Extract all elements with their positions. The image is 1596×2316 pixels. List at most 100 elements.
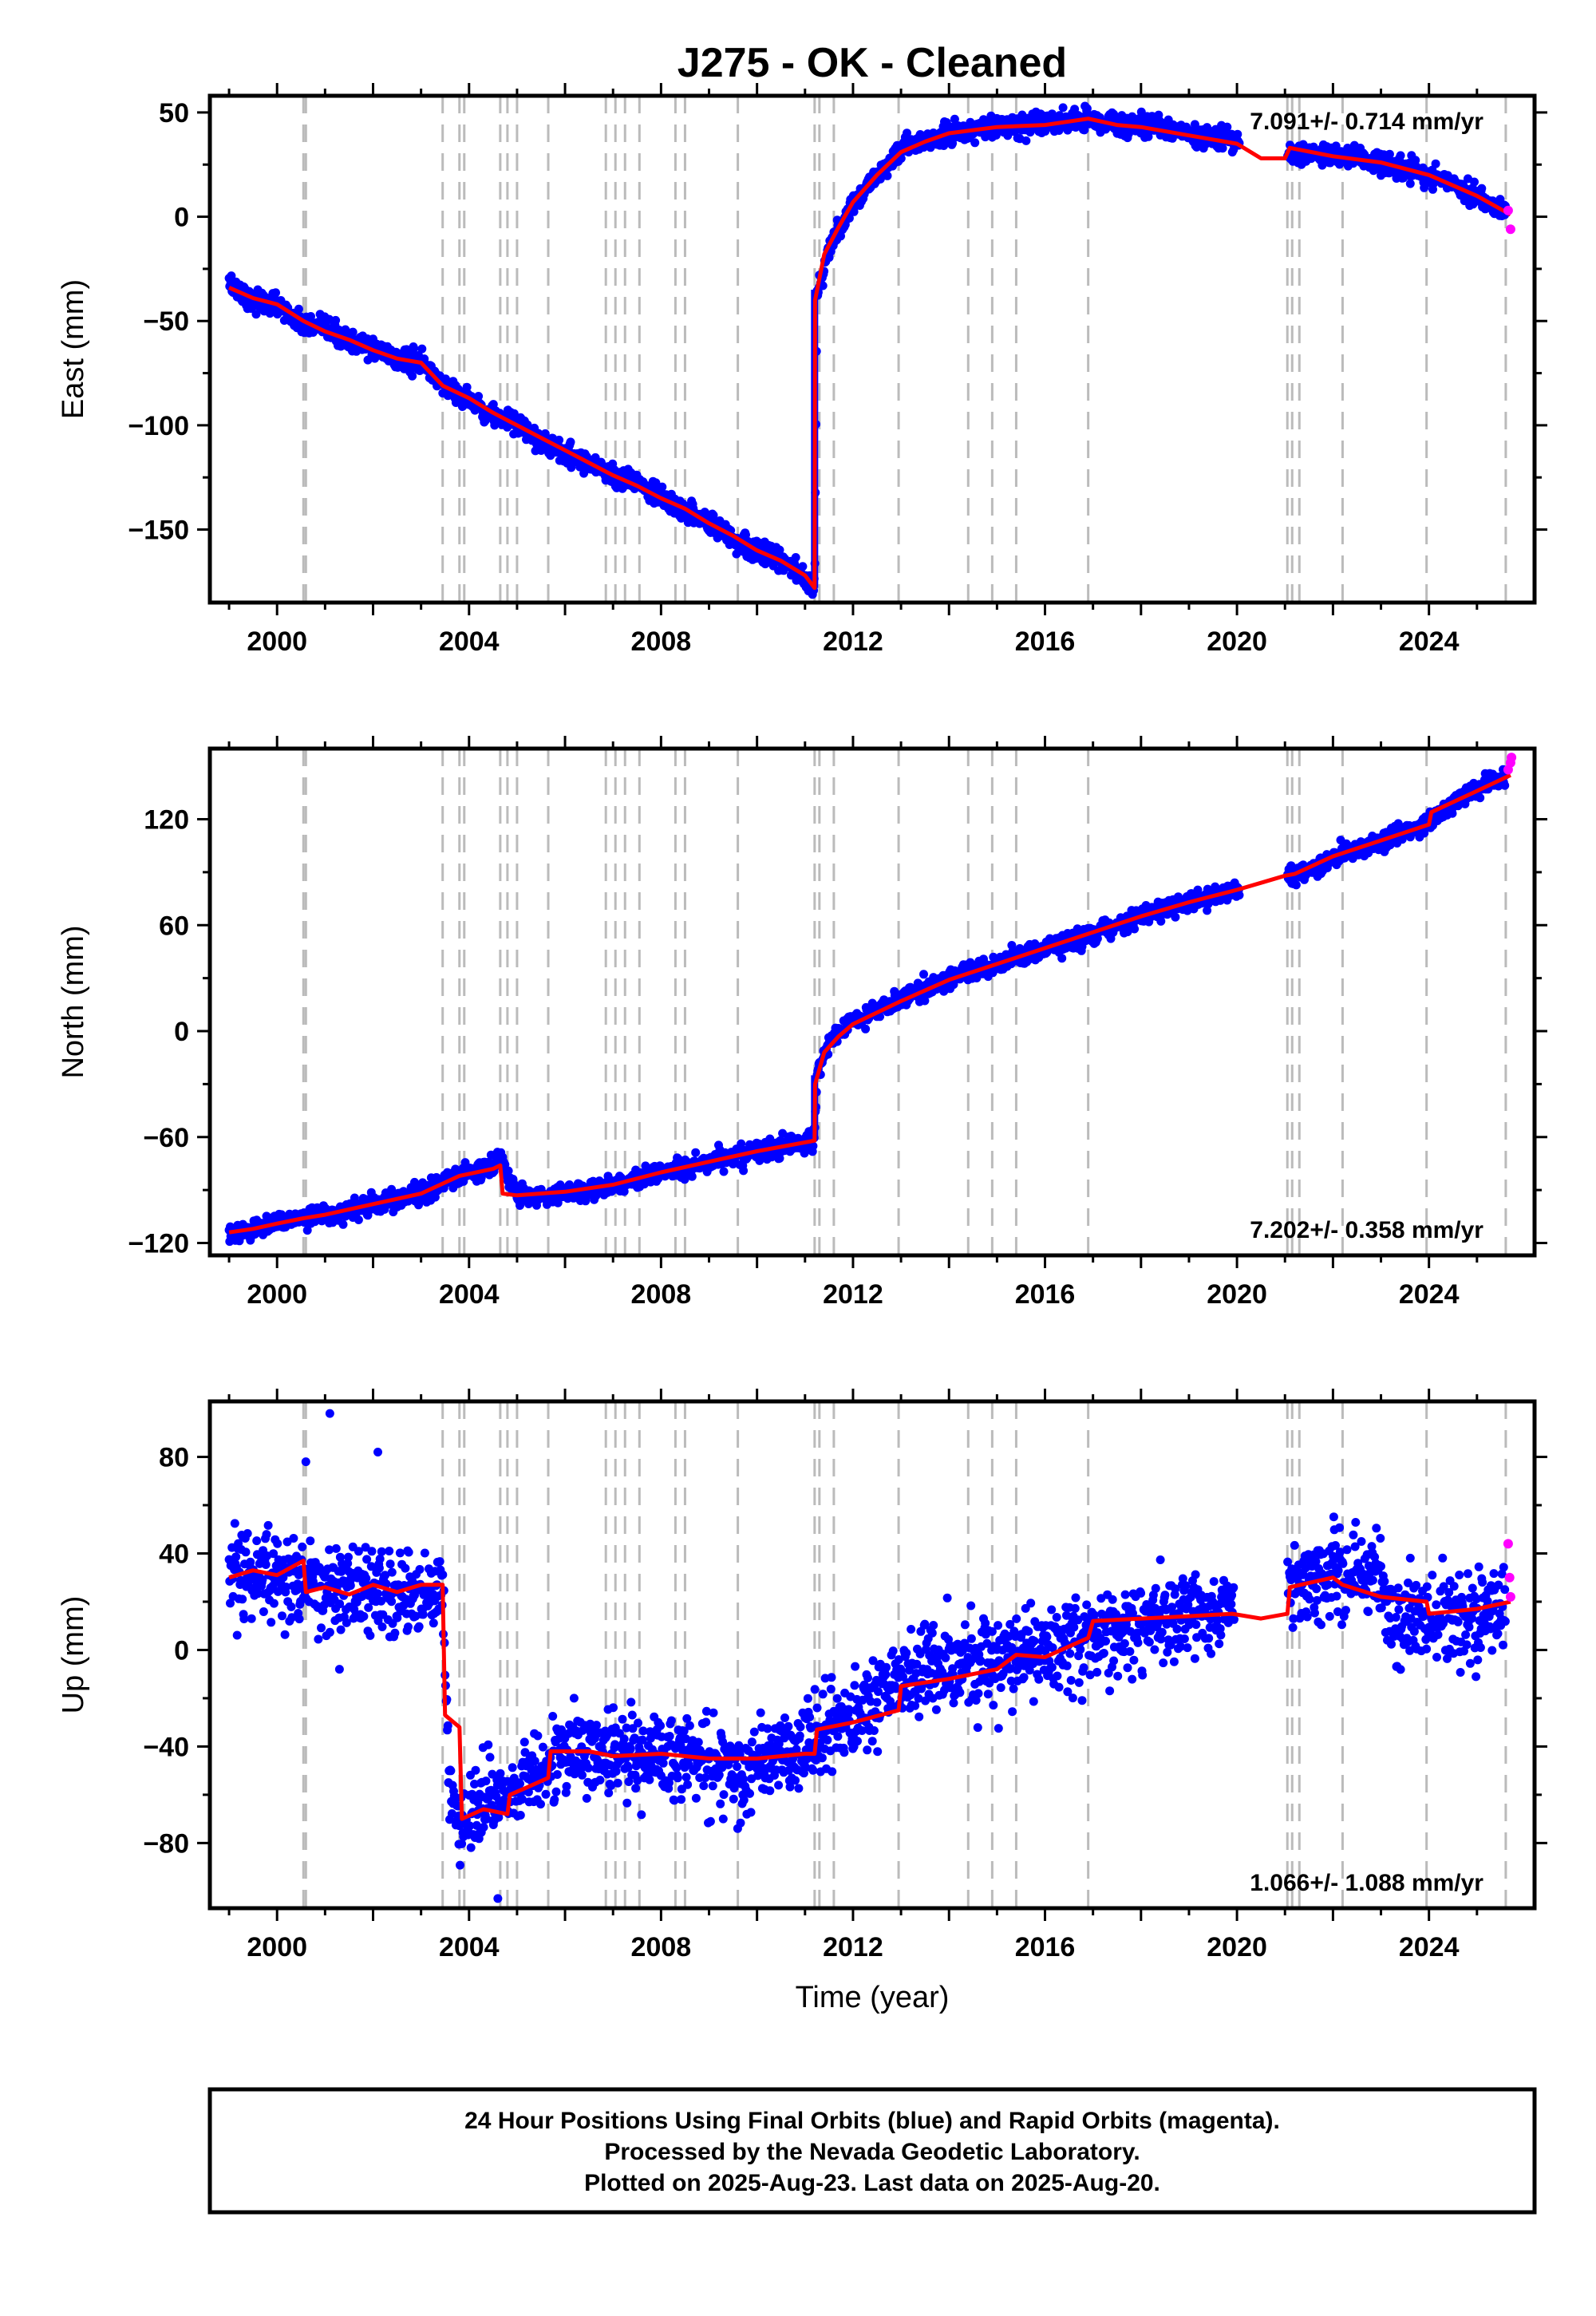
final-orbit-point (462, 382, 472, 392)
final-orbit-point (1233, 129, 1242, 139)
final-orbit-point (466, 1843, 476, 1852)
final-orbit-point (325, 1545, 334, 1555)
rapid-orbit-points (1503, 753, 1517, 775)
final-orbit-point (446, 1766, 456, 1776)
y-tick-label: 0 (174, 203, 189, 233)
final-orbit-point (566, 437, 575, 447)
final-orbit-point (278, 1611, 286, 1621)
final-orbit-point (273, 1539, 282, 1548)
final-orbit-point (361, 1574, 371, 1583)
final-orbit-point (472, 1820, 481, 1830)
final-orbit-point (387, 1184, 397, 1194)
final-orbit-point (438, 1570, 448, 1579)
final-orbit-point (354, 1547, 363, 1556)
final-orbit-point (1203, 906, 1212, 915)
final-orbit-point (375, 1554, 385, 1563)
final-orbit-point (364, 1603, 373, 1612)
final-orbit-point (232, 1630, 242, 1640)
final-orbit-point (687, 1172, 697, 1181)
final-orbit-point (473, 1797, 483, 1807)
final-orbit-point (390, 1628, 400, 1638)
final-orbit-point (504, 1166, 513, 1176)
panel-east: 2000 2004 2008 2012 2016 2020 2024500−50−100−1… (57, 83, 1547, 657)
final-orbit-point (325, 1627, 334, 1637)
plot-area (224, 749, 1517, 1255)
final-orbit-point (435, 1557, 444, 1567)
final-orbit-point (226, 1599, 235, 1608)
final-orbit-point (314, 1634, 323, 1644)
final-orbit-point (818, 281, 828, 290)
final-orbit-point (651, 478, 661, 488)
final-orbit-point (230, 1519, 239, 1528)
x-tick-label: 2024 (1399, 626, 1460, 657)
final-orbit-point (443, 1721, 452, 1730)
final-orbit-point (1500, 781, 1510, 790)
final-orbit-point (1058, 103, 1068, 113)
final-orbit-point (903, 128, 911, 138)
final-orbit-point (377, 1622, 387, 1631)
final-orbit-point (1223, 122, 1232, 132)
final-orbit-point (306, 1536, 315, 1546)
final-orbit-point (1431, 159, 1440, 168)
final-orbit-point (456, 1860, 464, 1870)
x-tick-label: 2000 (247, 626, 307, 657)
final-orbit-point (381, 1571, 390, 1580)
final-orbit-point (691, 1148, 701, 1157)
final-orbit-point (1123, 927, 1132, 937)
final-orbit-point (1411, 156, 1420, 165)
rapid-orbit-point (1505, 224, 1515, 235)
final-orbit-point (271, 288, 280, 298)
y-tick-label: 50 (159, 98, 189, 128)
final-orbit-point (1021, 136, 1031, 145)
final-orbit-point (474, 392, 484, 401)
final-orbit-point (267, 1618, 276, 1627)
final-orbit-point (377, 1596, 386, 1606)
rate-annotation: 7.091+/- 0.714 mm/yr (1250, 109, 1483, 135)
final-orbit-point (377, 1547, 386, 1556)
final-orbit-point (346, 1581, 355, 1591)
final-orbit-point (1477, 184, 1487, 193)
final-orbit-point (348, 327, 358, 337)
final-orbit-point (457, 1839, 467, 1848)
final-orbit-point (1420, 828, 1429, 838)
final-orbit-point (241, 1547, 251, 1557)
final-orbit-point (1396, 151, 1405, 160)
final-orbit-point (1385, 149, 1394, 159)
final-orbit-point (393, 1613, 402, 1622)
final-orbit-point (1420, 183, 1429, 192)
final-orbit-point (1235, 891, 1244, 900)
final-orbit-point (540, 429, 550, 438)
final-orbit-point (410, 1591, 419, 1600)
final-orbit-point (280, 1630, 290, 1639)
final-orbit-point (294, 1614, 304, 1624)
plot-frame (207, 746, 1537, 1258)
final-orbit-point (791, 553, 800, 562)
final-orbit-point (1193, 885, 1203, 895)
final-orbit-point (1080, 125, 1089, 135)
final-orbit-point (471, 1765, 480, 1775)
final-orbit-point (1171, 912, 1180, 922)
final-orbit-point (1317, 160, 1327, 170)
final-orbit-point (359, 1611, 369, 1621)
final-orbit-point (366, 1562, 376, 1571)
final-orbit-point (1291, 880, 1301, 890)
plot-area (224, 96, 1515, 603)
final-orbit-point (415, 1565, 425, 1574)
final-orbit-point (269, 1599, 279, 1608)
y-tick-label: −50 (143, 306, 189, 337)
final-orbit-point (1331, 141, 1341, 151)
y-tick-label: −120 (128, 1229, 189, 1259)
final-orbit-point (1130, 924, 1140, 934)
final-orbit-point (387, 1567, 397, 1577)
final-orbit-point (336, 1625, 346, 1634)
x-tick-label: 2008 (631, 626, 692, 657)
final-orbit-point (861, 1024, 871, 1034)
final-orbit-point (344, 1552, 353, 1562)
final-orbit-point (373, 1589, 382, 1599)
final-orbit-point (289, 1534, 298, 1543)
final-orbit-point (354, 1215, 363, 1224)
final-orbit-point (1218, 144, 1227, 153)
final-orbit-point (331, 315, 341, 325)
final-orbit-point (1057, 954, 1067, 963)
final-orbit-point (343, 1559, 353, 1568)
